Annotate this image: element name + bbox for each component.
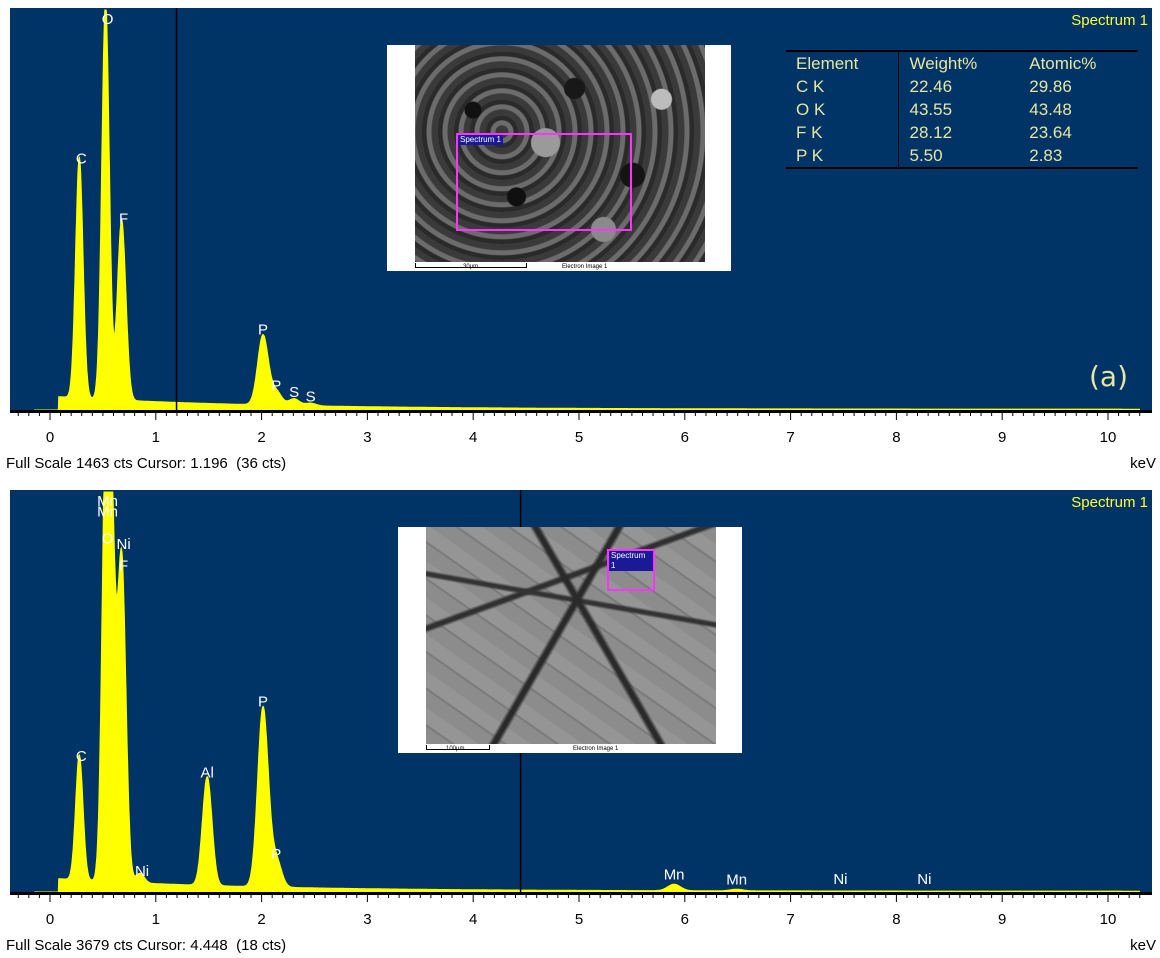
peak-label: Ni xyxy=(117,536,131,553)
quantification-table: Element Weight% Atomic% C K 22.46 29.86 … xyxy=(786,50,1138,169)
table-header-row: Element Weight% Atomic% xyxy=(786,51,1138,75)
table-cell: 43.48 xyxy=(1029,99,1072,119)
panel-label-a: (a) xyxy=(1089,360,1129,393)
spectrum-trace xyxy=(34,491,1141,893)
table-row: C K 22.46 29.86 xyxy=(786,75,1138,98)
x-unit-a: keV xyxy=(1130,455,1156,472)
status-bar-a: Full Scale 1463 cts Cursor: 1.196 (36 ct… xyxy=(6,455,287,472)
x-tick-label: 9 xyxy=(998,429,1006,446)
header-atomic: Atomic% xyxy=(1029,53,1097,73)
x-tick-label: 6 xyxy=(681,429,689,446)
x-tick-label: 6 xyxy=(681,911,689,928)
spectrum-title: Spectrum 1 xyxy=(1071,494,1148,511)
scale-text-a: 30µm xyxy=(463,264,479,270)
peak-label: Ni xyxy=(135,863,149,880)
x-tick-label: 2 xyxy=(257,429,265,446)
x-tick-label: 2 xyxy=(257,911,265,928)
peak-label: Mn xyxy=(97,503,118,520)
peak-label: P xyxy=(271,377,281,394)
peak-label: C xyxy=(76,748,87,765)
peak-label: S xyxy=(306,388,316,405)
header-weight: Weight% xyxy=(909,53,978,73)
table-cell: 23.64 xyxy=(1029,122,1072,142)
table-cell: F K xyxy=(786,121,900,144)
spectrum-panel-b: 0 1 2 3 4 5 6 7 8 9 10 Spectrum 1 C Mn Mn O Ni F Ni Al P P Mn M… xyxy=(0,482,1160,958)
x-tick-label: 1 xyxy=(152,429,160,446)
table-cell: O K xyxy=(786,98,900,121)
peak-label: Ni xyxy=(833,871,847,888)
x-tick-label: 5 xyxy=(575,911,583,928)
peak-label: F xyxy=(119,558,128,575)
scale-text-b: 100µm xyxy=(446,746,465,752)
peak-label: O xyxy=(102,531,114,548)
x-tick-label: 4 xyxy=(469,911,477,928)
peak-label: Al xyxy=(201,764,214,781)
table-cell: 5.50 xyxy=(909,145,943,165)
image-caption-a: Electron Image 1 xyxy=(562,264,608,270)
peak-label: O xyxy=(102,11,114,28)
peak-label: F xyxy=(119,211,128,228)
image-caption-b: Electron Image 1 xyxy=(573,746,619,752)
x-tick-label: 7 xyxy=(786,429,794,446)
table-cell: 22.46 xyxy=(909,76,953,96)
scale-bar-a xyxy=(415,263,527,268)
x-tick-label: 3 xyxy=(363,429,371,446)
x-tick-label: 8 xyxy=(892,911,900,928)
scale-bar-b xyxy=(426,745,490,750)
table-cell: 28.12 xyxy=(909,122,953,142)
x-tick-label: 10 xyxy=(1100,911,1117,928)
table-row: O K 43.55 43.48 xyxy=(786,98,1138,121)
x-tick-label: 0 xyxy=(46,911,54,928)
sem-micrograph-a: Spectrum 1 xyxy=(415,45,705,262)
x-tick-label: 7 xyxy=(786,911,794,928)
sem-image-inset-b: Spectrum 1 100µm Electron Image 1 xyxy=(398,527,742,753)
x-unit-b: keV xyxy=(1130,937,1156,954)
peak-label: P xyxy=(258,694,268,711)
header-element: Element xyxy=(786,51,900,75)
status-bar-b: Full Scale 3679 cts Cursor: 4.448 (18 ct… xyxy=(6,937,287,954)
peak-label: P xyxy=(258,321,268,338)
peak-label: S xyxy=(289,384,299,401)
spectrum-roi-b[interactable]: Spectrum 1 xyxy=(607,549,655,591)
x-tick-label: 9 xyxy=(998,911,1006,928)
x-axis-line xyxy=(10,410,1152,413)
peak-label: C xyxy=(76,150,87,167)
peak-label: Ni xyxy=(917,871,931,888)
table-cell: P K xyxy=(786,144,900,168)
table-cell: 43.55 xyxy=(909,99,953,119)
peak-label: Mn xyxy=(97,493,118,510)
x-tick-label: 4 xyxy=(469,429,477,446)
x-tick-label: 8 xyxy=(892,429,900,446)
x-tick-label: 3 xyxy=(363,911,371,928)
peak-label: P xyxy=(271,846,281,863)
peak-label: Mn xyxy=(726,871,747,888)
spectrum-roi-a[interactable]: Spectrum 1 xyxy=(456,133,632,231)
table-cell: C K xyxy=(786,75,900,98)
x-tick-label: 0 xyxy=(46,429,54,446)
x-axis-line xyxy=(10,892,1152,895)
spectrum-trace xyxy=(34,9,1141,411)
table-row: P K 5.50 2.83 xyxy=(786,144,1138,168)
table-cell: 29.86 xyxy=(1029,76,1072,96)
sem-image-inset-a: Spectrum 1 30µm Electron Image 1 xyxy=(387,45,731,271)
sem-micrograph-b: Spectrum 1 xyxy=(426,527,716,744)
peak-label: Mn xyxy=(664,866,685,883)
table-row: F K 28.12 23.64 xyxy=(786,121,1138,144)
x-tick-label: 1 xyxy=(152,911,160,928)
x-tick-label: 5 xyxy=(575,429,583,446)
spectrum-title: Spectrum 1 xyxy=(1071,12,1148,29)
x-tick-label: 10 xyxy=(1100,429,1117,446)
roi-label-a: Spectrum 1 xyxy=(458,135,503,145)
table-cell: 2.83 xyxy=(1029,145,1063,165)
roi-label-b: Spectrum 1 xyxy=(609,551,653,571)
